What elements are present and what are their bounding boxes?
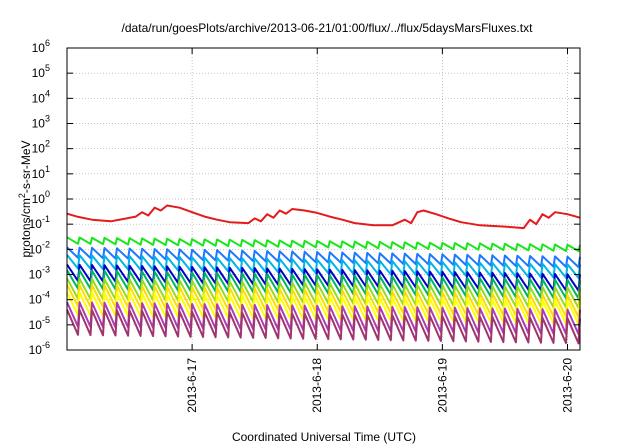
x-tick-labels: 2013-6-17 2013-6-18 2013-6-19 2013-6-20 [185,358,574,413]
series-group [66,204,581,345]
y-tick-label: 10-5 [29,315,50,332]
y-tick-label: 10-3 [29,265,50,282]
y-tick-labels: 10-6 10-5 10-4 10-3 10-2 10-1 100 101 102 103 104 1… [29,38,50,357]
y-tick-label: 101 [32,164,50,181]
series-line-0 [66,204,581,230]
series-line-3 [66,254,581,279]
chart-title: /data/run/goesPlots/archive/2013-06-21/0… [122,21,534,35]
y-axis-label: protons/cm2-s-sr-MeV [17,140,33,257]
y-tick-label: 105 [32,63,50,80]
x-tick-label: 2013-6-20 [560,358,574,413]
y-tick-label: 102 [32,139,50,156]
y-tick-label: 100 [32,189,50,206]
x-axis-label: Coordinated Universal Time (UTC) [232,430,416,444]
y-axis-label-main: protons/cm [19,198,33,257]
y-axis-label-sup: 2 [17,193,27,198]
axis-ticks [67,47,580,351]
y-tick-label: 106 [32,38,50,55]
x-tick-label: 2013-6-19 [435,358,449,413]
x-tick-label: 2013-6-18 [310,358,324,413]
y-axis-label-tail: -s-sr-MeV [19,140,33,193]
grid-lines [67,48,580,350]
y-tick-label: 104 [32,88,50,105]
y-tick-label: 10-4 [29,290,50,307]
series-line-2 [66,246,581,269]
y-tick-label: 10-6 [29,340,50,357]
y-tick-label: 10-1 [29,214,50,231]
series-line-1 [66,236,581,253]
y-tick-label: 10-2 [29,239,50,256]
series-line-10 [66,308,581,345]
x-tick-label: 2013-6-17 [185,358,199,413]
y-tick-label: 103 [32,114,50,131]
